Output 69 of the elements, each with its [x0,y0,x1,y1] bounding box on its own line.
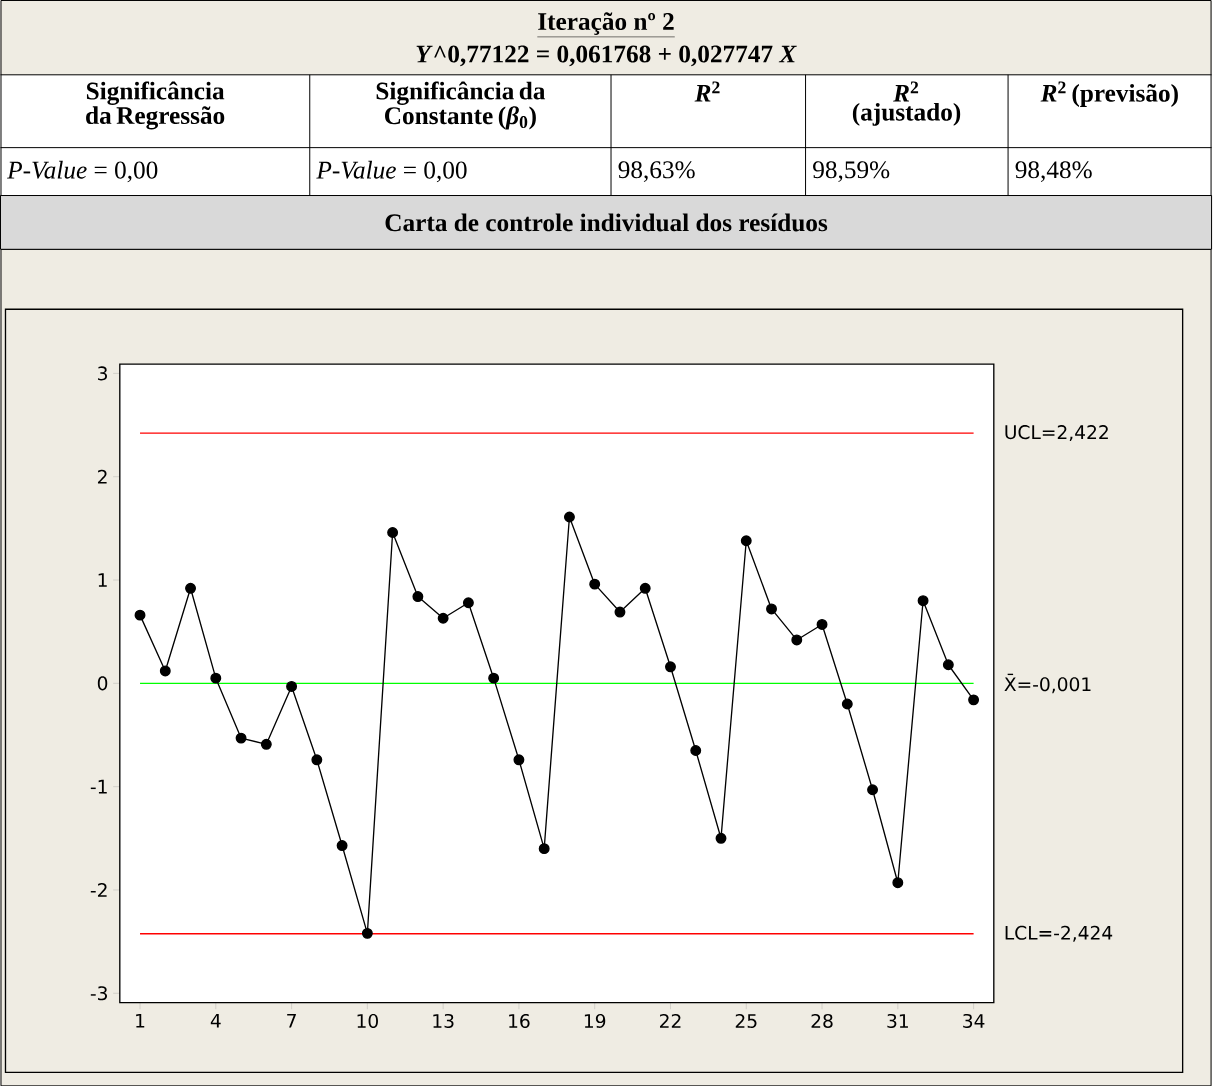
point [614,606,626,618]
x-tick-label: 4 [210,1013,221,1028]
x-tick-label: 25 [735,1013,757,1028]
text: R$^{2}$ [694,81,720,102]
point [942,659,954,671]
point [185,582,196,594]
text: R$^{2}$ (ajustado) [852,81,961,126]
point [715,832,727,844]
y-tick-label: -1 [90,779,107,794]
point [159,665,171,677]
point [437,612,449,624]
x-tick-label: 28 [811,1013,833,1028]
y-tick-label: -2 [90,882,107,897]
x-tick-label: 1 [136,1013,145,1028]
point [235,732,247,744]
point [639,582,651,594]
point [412,590,424,602]
point [816,618,828,630]
point [538,843,550,854]
x-tick-label: 10 [357,1013,378,1028]
point [311,754,323,766]
point [286,680,298,692]
text: P-Value = 0,00 [316,160,467,183]
x-tick-label: 13 [433,1013,454,1028]
text: Significância da Regressão [86,81,225,130]
x-tick-label: 22 [659,1013,681,1028]
point [589,578,601,590]
point [841,698,853,710]
point [387,526,399,538]
y-tick-label: 0 [97,676,108,691]
point [513,754,525,766]
chart-subtitle: Y^0,77122 = 0,061768 + 0,027747 X [416,45,797,67]
ref-line-label: X̄=-0,001 [1004,673,1091,693]
text: Significância da Constante (β$_{0}$) [376,81,546,130]
x-tick-label: 7 [287,1013,296,1028]
point [563,511,575,523]
text: P-Value = 0,00 [7,160,158,183]
text: Carta de controle individual dos resíduos [385,213,828,232]
point [336,839,348,851]
ref-line-label: UCL=2,422 [1005,424,1108,441]
x-tick-label: 31 [887,1013,908,1028]
point [892,877,904,889]
point [968,694,980,706]
point [665,661,676,673]
ref-line-label: LCL=-2,424 [1005,925,1113,942]
y-tick-label: 1 [98,573,107,587]
text: 98,59% [813,161,890,182]
point [867,784,879,796]
point [361,927,373,939]
point [210,672,222,684]
text: R$^{2}$ (previsão) [1040,81,1178,107]
text: 98,48% [1015,161,1092,182]
x-tick-label: 34 [963,1013,985,1028]
y-tick-label: 3 [98,366,107,381]
point [134,609,146,621]
y-tick-label: 2 [97,469,107,484]
point [740,535,752,547]
point [260,738,272,750]
point [917,595,929,606]
point [690,744,702,756]
point [488,672,500,684]
text: 98,63% [618,161,695,182]
point [791,634,803,646]
point [462,597,474,609]
chart-title: Iteração nº 2 [538,12,674,35]
x-tick-label: 19 [584,1013,606,1028]
point [766,603,777,615]
x-tick-label: 16 [509,1013,530,1028]
y-tick-label: -3 [90,986,107,1001]
